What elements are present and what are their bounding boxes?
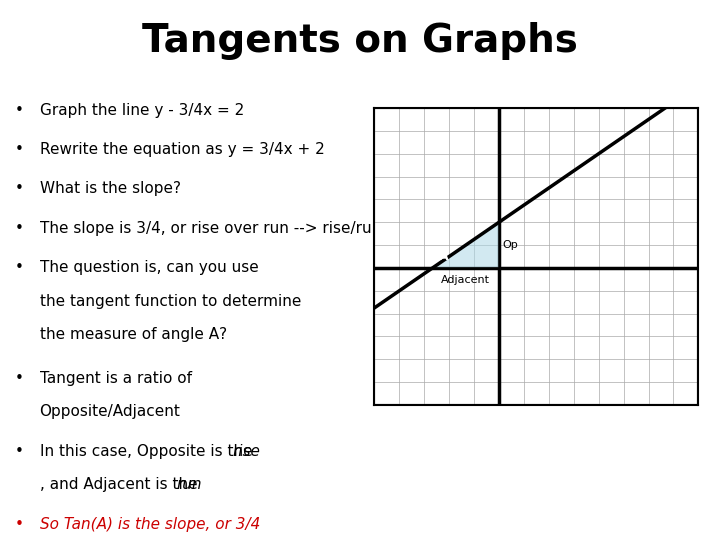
Text: Tangent is a ratio of: Tangent is a ratio of [40, 370, 192, 386]
Text: •: • [14, 516, 23, 531]
Text: Rewrite the equation as y = 3/4x + 2: Rewrite the equation as y = 3/4x + 2 [40, 142, 324, 157]
Text: •: • [14, 181, 23, 197]
Text: •: • [14, 103, 23, 118]
Text: the measure of angle A?: the measure of angle A? [40, 327, 227, 342]
Text: Op: Op [503, 240, 518, 250]
Text: •: • [14, 443, 23, 458]
Text: the tangent function to determine: the tangent function to determine [40, 294, 301, 309]
Text: •: • [14, 260, 23, 275]
Text: , and Adjacent is the: , and Adjacent is the [40, 477, 202, 492]
Text: A: A [438, 251, 449, 264]
Polygon shape [433, 222, 499, 268]
Text: •: • [14, 221, 23, 236]
Text: Graph the line y - 3/4x = 2: Graph the line y - 3/4x = 2 [40, 103, 244, 118]
Text: Adjacent: Adjacent [441, 275, 490, 285]
Text: rise: rise [233, 443, 261, 458]
Text: What is the slope?: What is the slope? [40, 181, 181, 197]
Text: Opposite/Adjacent: Opposite/Adjacent [40, 404, 181, 419]
Text: The question is, can you use: The question is, can you use [40, 260, 258, 275]
Text: •: • [14, 142, 23, 157]
Text: In this case, Opposite is the: In this case, Opposite is the [40, 443, 257, 458]
Text: run: run [176, 477, 202, 492]
Text: The slope is 3/4, or rise over run --> rise/run: The slope is 3/4, or rise over run --> r… [40, 221, 381, 236]
Text: So Tan(A) is the slope, or 3/4: So Tan(A) is the slope, or 3/4 [40, 516, 260, 531]
Text: Tangents on Graphs: Tangents on Graphs [142, 22, 578, 59]
Text: •: • [14, 370, 23, 386]
